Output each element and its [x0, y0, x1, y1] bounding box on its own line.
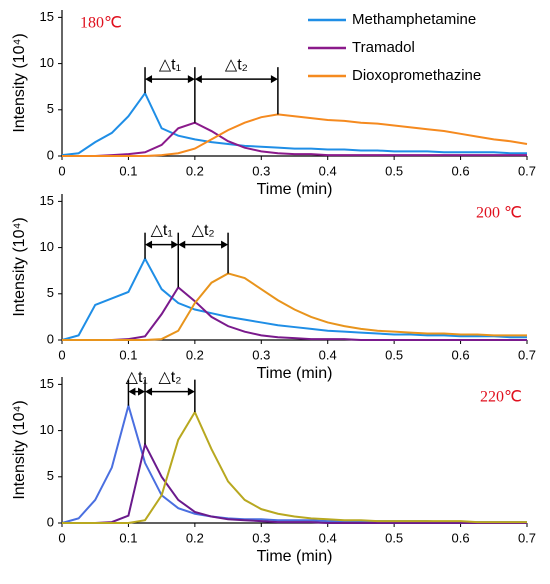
x-tick-label: 0.3	[252, 530, 270, 545]
x-tick-label: 0.4	[319, 347, 337, 362]
y-axis-label: Intensity (10⁴)	[11, 33, 28, 132]
temperature-label: 220℃	[480, 389, 522, 406]
delta-label: △t₁	[159, 56, 181, 73]
y-tick-label: 15	[40, 193, 54, 208]
x-tick-label: 0.4	[319, 530, 337, 545]
x-tick-label: 0.6	[452, 163, 470, 178]
legend-label: Dioxopromethazine	[352, 67, 481, 84]
y-tick-label: 10	[40, 55, 54, 70]
delta-label: △t₂	[158, 369, 181, 386]
x-tick-label: 0.5	[385, 347, 403, 362]
x-tick-label: 0.2	[186, 163, 204, 178]
y-tick-label: 0	[47, 331, 54, 346]
x-tick-label: 0	[58, 163, 65, 178]
x-tick-label: 0.7	[518, 530, 536, 545]
legend-label: Methamphetamine	[352, 11, 476, 28]
x-tick-label: 0.1	[119, 163, 137, 178]
x-tick-label: 0.2	[186, 530, 204, 545]
line	[62, 121, 527, 157]
y-axis-label: Intensity (10⁴)	[11, 400, 28, 499]
arrow-head	[145, 240, 179, 249]
y-tick-label: 5	[47, 468, 54, 483]
line	[61, 256, 527, 341]
y-axis-label: Intensity (10⁴)	[11, 217, 28, 316]
delta-label: △t₁	[126, 369, 148, 386]
line	[62, 272, 527, 341]
line	[62, 285, 527, 341]
x-tick-label: 0.2	[186, 347, 204, 362]
temperature-label: 180℃	[80, 15, 122, 32]
x-tick-label: 0	[58, 530, 65, 545]
y-tick-label: 0	[47, 147, 54, 162]
line	[61, 91, 527, 157]
delta-label: △t₂	[225, 56, 248, 73]
y-tick-label: 5	[47, 101, 54, 116]
line	[62, 409, 527, 524]
x-tick-label: 0.3	[252, 347, 270, 362]
x-axis-label: Time (min)	[257, 548, 333, 565]
x-tick-label: 0.1	[119, 530, 137, 545]
x-tick-label: 0.1	[119, 347, 137, 362]
line	[62, 441, 527, 524]
x-tick-label: 0	[58, 347, 65, 362]
y-tick-label: 10	[40, 239, 54, 254]
y-tick-label: 10	[40, 422, 54, 437]
x-tick-label: 0.7	[518, 163, 536, 178]
y-tick-label: 15	[40, 376, 54, 391]
delta-label: △t₁	[151, 222, 173, 239]
y-tick-label: 0	[47, 514, 54, 529]
x-tick-label: 0.5	[385, 530, 403, 545]
delta-label: △t₂	[192, 222, 215, 239]
x-axis-label: Time (min)	[257, 181, 333, 198]
y-tick-label: 15	[40, 9, 54, 24]
x-tick-label: 0.6	[452, 347, 470, 362]
x-tick-label: 0.6	[452, 530, 470, 545]
y-tick-label: 5	[47, 285, 54, 300]
x-axis-label: Time (min)	[257, 365, 333, 382]
arrow-head	[128, 387, 146, 396]
x-tick-label: 0.7	[518, 347, 536, 362]
x-tick-label: 0.4	[319, 163, 337, 178]
temperature-label: 200 ℃	[476, 205, 522, 222]
line	[62, 113, 528, 157]
x-tick-label: 0.3	[252, 163, 270, 178]
x-tick-label: 0.5	[385, 163, 403, 178]
legend-label: Tramadol	[352, 39, 415, 56]
